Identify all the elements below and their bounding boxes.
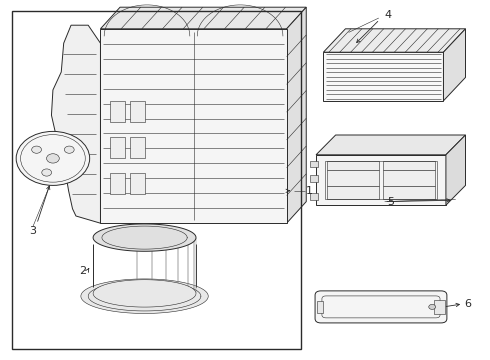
Polygon shape — [51, 25, 100, 223]
Circle shape — [42, 169, 51, 176]
Polygon shape — [443, 29, 465, 101]
Polygon shape — [446, 135, 466, 205]
Text: 2: 2 — [78, 266, 86, 276]
Polygon shape — [327, 186, 379, 199]
Polygon shape — [93, 280, 196, 307]
Circle shape — [47, 154, 59, 163]
Polygon shape — [110, 137, 125, 158]
Polygon shape — [100, 29, 287, 223]
Polygon shape — [110, 101, 125, 122]
Polygon shape — [93, 224, 196, 251]
Polygon shape — [316, 155, 446, 205]
Circle shape — [32, 146, 42, 153]
Circle shape — [64, 146, 74, 153]
Polygon shape — [310, 175, 318, 182]
Polygon shape — [287, 7, 306, 223]
Polygon shape — [323, 29, 466, 52]
Polygon shape — [434, 300, 445, 314]
Polygon shape — [81, 279, 208, 314]
Polygon shape — [384, 161, 435, 170]
Polygon shape — [323, 52, 443, 101]
Polygon shape — [310, 193, 318, 200]
Text: 6: 6 — [464, 299, 471, 309]
Text: 3: 3 — [29, 226, 36, 237]
Text: 1: 1 — [306, 186, 313, 196]
Polygon shape — [100, 7, 306, 29]
FancyBboxPatch shape — [315, 291, 447, 323]
Polygon shape — [110, 173, 125, 194]
Polygon shape — [327, 161, 379, 170]
Polygon shape — [130, 101, 145, 122]
Polygon shape — [327, 170, 379, 186]
Bar — [12, 11, 301, 349]
Circle shape — [429, 304, 436, 309]
Text: 5: 5 — [387, 197, 394, 207]
Polygon shape — [317, 301, 323, 313]
Circle shape — [16, 131, 90, 185]
Polygon shape — [310, 161, 318, 167]
Polygon shape — [384, 170, 435, 186]
Polygon shape — [384, 186, 435, 199]
Polygon shape — [130, 173, 145, 194]
Polygon shape — [316, 135, 466, 155]
Text: 4: 4 — [385, 10, 392, 21]
Polygon shape — [130, 137, 145, 158]
